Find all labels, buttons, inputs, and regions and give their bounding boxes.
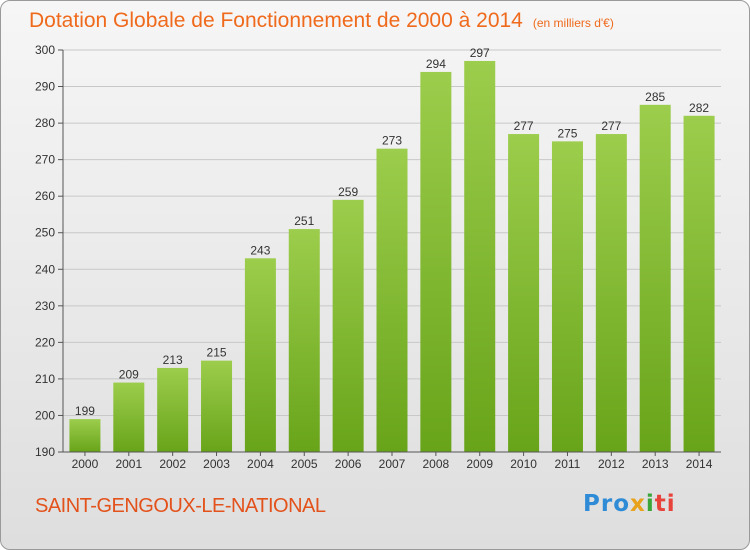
x-tick-label: 2000 bbox=[72, 457, 99, 471]
data-label: 282 bbox=[689, 101, 709, 115]
x-tick-label: 2014 bbox=[686, 457, 713, 471]
x-tick-label: 2008 bbox=[423, 457, 450, 471]
bar bbox=[551, 141, 583, 452]
chart-unit: (en milliers d'€) bbox=[532, 16, 614, 30]
x-tick-label: 2003 bbox=[203, 457, 230, 471]
y-tick-label: 300 bbox=[35, 43, 55, 57]
commune-name: SAINT-GENGOUX-LE-NATIONAL bbox=[35, 495, 326, 517]
bar bbox=[464, 60, 496, 453]
y-tick-label: 290 bbox=[35, 80, 55, 94]
bar bbox=[595, 134, 627, 452]
data-label: 275 bbox=[557, 126, 577, 140]
bar bbox=[69, 419, 101, 452]
bar bbox=[332, 199, 364, 452]
y-tick-label: 250 bbox=[35, 226, 55, 240]
data-label: 297 bbox=[470, 46, 490, 60]
bar bbox=[157, 367, 189, 452]
data-label: 209 bbox=[119, 368, 139, 382]
x-tick-label: 2001 bbox=[115, 457, 142, 471]
bar bbox=[683, 115, 715, 453]
x-tick-label: 2006 bbox=[335, 457, 362, 471]
data-label: 277 bbox=[514, 119, 534, 133]
y-tick-label: 270 bbox=[35, 153, 55, 167]
bar bbox=[201, 360, 233, 452]
x-tick-label: 2004 bbox=[247, 457, 274, 471]
logo-part-2: x bbox=[630, 491, 646, 517]
data-label: 251 bbox=[294, 214, 314, 228]
bars bbox=[69, 60, 715, 453]
y-tick-label: 260 bbox=[35, 189, 55, 203]
x-tick-label: 2002 bbox=[159, 457, 186, 471]
x-tick-label: 2009 bbox=[466, 457, 493, 471]
x-tick-label: 2010 bbox=[510, 457, 537, 471]
bar bbox=[508, 134, 540, 452]
data-label: 294 bbox=[426, 57, 446, 71]
data-label: 199 bbox=[75, 404, 95, 418]
title-row: Dotation Globale de Fonctionnement de 20… bbox=[29, 9, 614, 33]
y-tick-label: 190 bbox=[35, 445, 55, 459]
bar bbox=[113, 382, 145, 452]
y-tick-label: 240 bbox=[35, 262, 55, 276]
bar bbox=[639, 104, 671, 453]
data-labels: 199 209 213 215 243 251 259 273 294 297 277 275 277 2… bbox=[75, 46, 709, 418]
chart-title: Dotation Globale de Fonctionnement de 20… bbox=[29, 9, 523, 32]
y-tick-label: 280 bbox=[35, 116, 55, 130]
x-tick-label: 2007 bbox=[379, 457, 406, 471]
logo-part-4: ti bbox=[654, 491, 676, 517]
data-label: 215 bbox=[207, 346, 227, 360]
x-tick-label: 2013 bbox=[642, 457, 669, 471]
data-label: 273 bbox=[382, 134, 402, 148]
data-label: 285 bbox=[645, 90, 665, 104]
bar bbox=[244, 258, 276, 452]
data-label: 243 bbox=[250, 243, 270, 257]
x-tick-label: 2012 bbox=[598, 457, 625, 471]
bar bbox=[376, 148, 408, 452]
axes: 190 200 210 220 230 240 250 260 270 280 290 300 2000… bbox=[35, 43, 721, 471]
bar bbox=[288, 229, 320, 452]
data-label: 213 bbox=[163, 353, 183, 367]
x-tick-label: 2005 bbox=[291, 457, 318, 471]
x-tick-label: 2011 bbox=[555, 457, 581, 471]
bar bbox=[420, 71, 452, 452]
logo-part-1: Pro bbox=[583, 491, 631, 517]
y-tick-label: 210 bbox=[35, 372, 55, 386]
proxiti-logo[interactable]: Proxiti bbox=[583, 491, 676, 517]
logo-part-3: i bbox=[645, 491, 655, 517]
data-label: 259 bbox=[338, 185, 358, 199]
y-tick-label: 220 bbox=[35, 335, 55, 349]
data-label: 277 bbox=[601, 119, 621, 133]
y-tick-label: 230 bbox=[35, 299, 55, 313]
y-tick-label: 200 bbox=[35, 408, 55, 422]
